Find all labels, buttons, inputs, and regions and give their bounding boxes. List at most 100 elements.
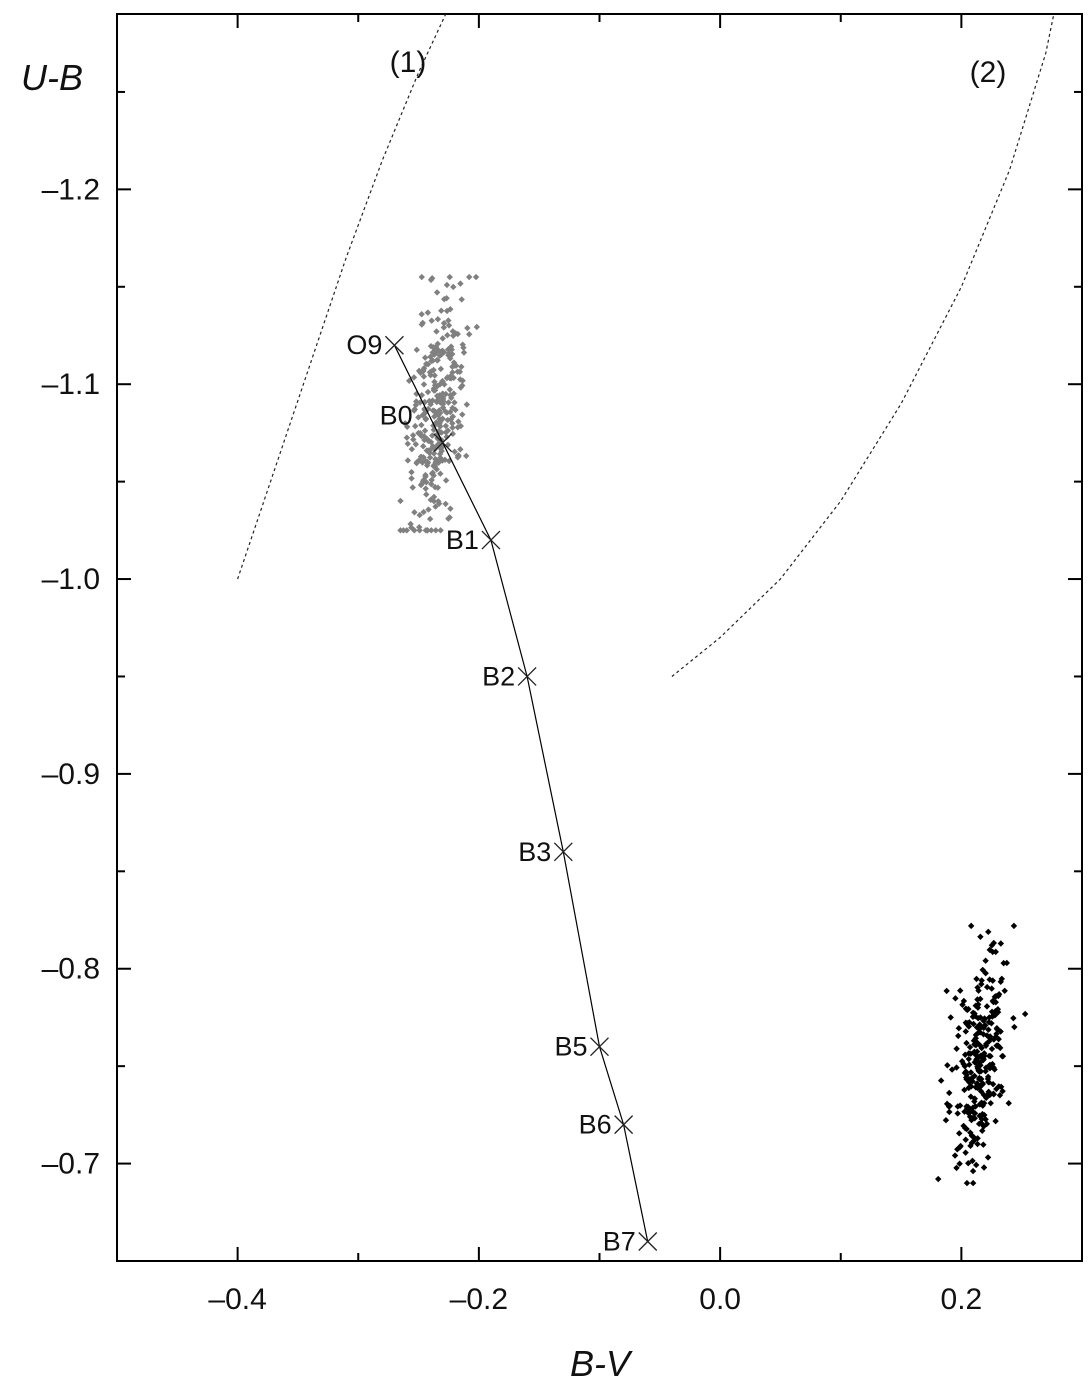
cluster-2-point — [992, 1033, 999, 1041]
cluster-2-point — [970, 1137, 978, 1145]
cluster-1-point — [403, 527, 410, 534]
cluster-1-point — [472, 273, 480, 281]
cluster-2-point — [989, 1080, 997, 1088]
cluster-2-point — [973, 975, 980, 983]
cluster-2-point — [976, 1021, 983, 1028]
cluster-2-point — [951, 1152, 959, 1159]
cluster-2-point — [971, 1048, 978, 1056]
cluster-1-point — [404, 440, 411, 447]
cluster-1-point — [437, 470, 444, 477]
cluster-1-point — [455, 418, 462, 425]
marker-B2-b — [517, 667, 537, 686]
cluster-2-point — [973, 1040, 981, 1048]
cluster-2-point — [1010, 922, 1018, 930]
cluster-2-point — [977, 933, 984, 940]
cluster-1-point — [437, 365, 445, 373]
cluster-2-point — [972, 1161, 980, 1169]
cluster-2-point — [971, 1115, 978, 1122]
cluster-2-point — [944, 1062, 951, 1069]
marker-B3-b — [553, 842, 573, 862]
cluster-2-point — [978, 980, 985, 988]
cluster-2-point — [967, 1129, 974, 1136]
cluster-1-point — [439, 390, 446, 397]
cluster-1-point — [428, 476, 435, 484]
cluster-2-point — [953, 1164, 960, 1172]
cluster-2-point — [999, 1087, 1006, 1095]
cluster-1-point — [412, 401, 420, 409]
cluster-1-point — [442, 500, 449, 508]
cluster-2-point — [977, 1052, 985, 1059]
x-tick-label: –0.2 — [450, 1283, 508, 1316]
cluster-2-point — [980, 1141, 987, 1148]
cluster-2-point — [975, 1120, 983, 1128]
cluster-1-point — [449, 420, 456, 427]
cluster-1-point — [437, 348, 445, 355]
cluster-1-point — [449, 413, 457, 420]
cluster-2-point — [965, 1050, 973, 1057]
cluster-2-point — [997, 1028, 1004, 1035]
curve-label-2: (2) — [970, 56, 1007, 89]
cluster-1-point — [435, 459, 442, 466]
cluster-1-point — [449, 369, 456, 376]
cluster-2-point — [973, 1024, 981, 1031]
cluster-2-point — [973, 1056, 980, 1063]
label-B6: B6 — [579, 1110, 612, 1140]
plot-frame — [116, 13, 1083, 1262]
cluster-1-point — [465, 331, 473, 338]
cluster-2-point — [979, 1127, 986, 1135]
cluster-2-point — [993, 1042, 1000, 1049]
cluster-2-point — [976, 1025, 983, 1033]
cluster-2-point — [960, 1122, 967, 1130]
label-B5: B5 — [554, 1032, 587, 1062]
cluster-1-point — [432, 503, 439, 510]
cluster-2-point — [961, 1051, 969, 1058]
cluster-1-point — [430, 498, 438, 505]
cluster-2-point — [971, 1059, 978, 1066]
cluster-2-point — [965, 1055, 972, 1063]
cluster-1-point — [430, 450, 438, 457]
cluster-2-point — [963, 1179, 971, 1187]
cluster-2-point — [968, 1139, 976, 1147]
cluster-2-point — [964, 1104, 971, 1112]
cluster-2-point — [1003, 959, 1011, 967]
cluster-1-point — [420, 508, 427, 516]
cluster-1-point — [427, 276, 435, 284]
cluster-1-point — [421, 354, 429, 361]
cluster-1-point — [426, 454, 434, 461]
cluster-1-point — [445, 322, 453, 329]
cluster-1-point — [409, 432, 417, 439]
cluster-1-point — [429, 357, 437, 364]
cluster-2-point — [976, 1059, 984, 1066]
cluster-2-point — [945, 1103, 953, 1110]
cluster-2-point — [967, 1069, 975, 1076]
cluster-1-point — [434, 397, 442, 405]
cluster-2-point — [965, 1160, 972, 1167]
cluster-2-point — [959, 1001, 966, 1008]
cluster-1-point — [412, 441, 420, 448]
cluster-1-point — [458, 363, 465, 370]
cluster-1-point — [442, 477, 450, 484]
cluster-1-point — [421, 427, 429, 434]
cluster-2-point — [982, 957, 989, 964]
cluster-1-point — [460, 344, 467, 351]
cluster-1-point — [428, 317, 435, 324]
cluster-2-point — [983, 1003, 991, 1010]
cluster-2-point — [966, 1079, 973, 1086]
cluster-1-point — [403, 423, 411, 431]
cluster-1-point — [443, 281, 451, 289]
cluster-2-point — [969, 1167, 977, 1175]
cluster-1-point — [422, 485, 429, 492]
x-axis-title: B-V — [570, 1343, 633, 1384]
cluster-1-point — [442, 422, 450, 430]
cluster-2-point — [993, 1030, 1000, 1038]
cluster-2-point — [987, 1099, 994, 1107]
cluster-1-point — [433, 289, 441, 296]
cluster-2-point — [962, 1074, 970, 1081]
cluster-2-point — [976, 1101, 984, 1108]
cluster-2-point — [956, 1144, 964, 1151]
cluster-1-point — [431, 372, 438, 379]
cluster-1-point — [459, 411, 466, 418]
cluster-1-point — [434, 316, 442, 323]
data-clusters — [397, 273, 1029, 1187]
